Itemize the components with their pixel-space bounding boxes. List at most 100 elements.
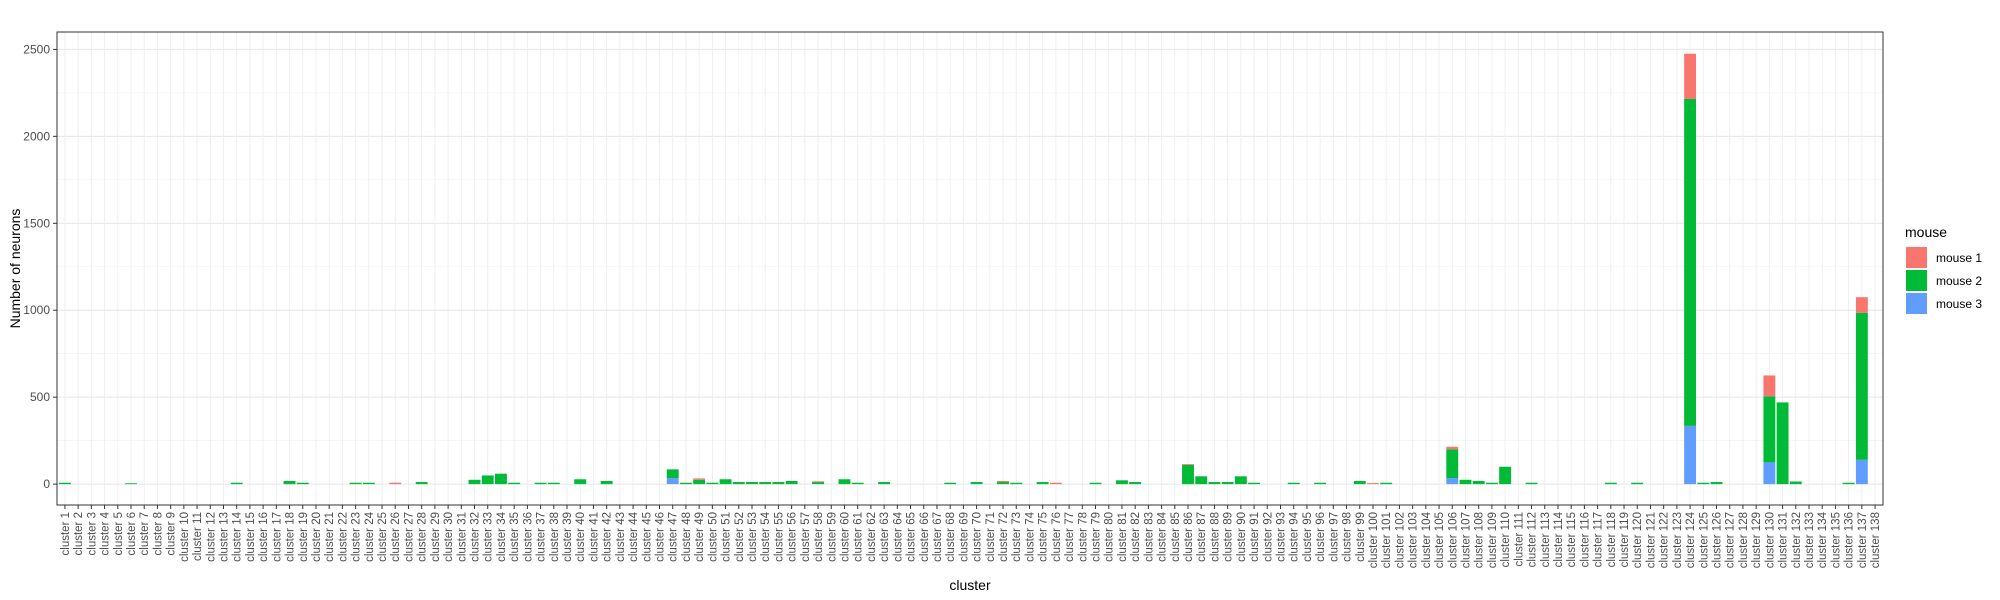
- x-tick-label: cluster 119: [1619, 512, 1631, 567]
- x-tick-label: cluster 16: [258, 512, 270, 562]
- x-tick-label: cluster 107: [1460, 512, 1472, 568]
- x-tick-label: cluster 104: [1421, 511, 1433, 568]
- x-tick-label: cluster 123: [1672, 512, 1684, 568]
- x-tick-label: cluster 89: [1223, 512, 1235, 562]
- bar-segment: [1763, 396, 1776, 463]
- bar-segment: [481, 475, 494, 485]
- bar-segment: [997, 481, 1009, 483]
- x-tick-label: cluster 74: [1024, 511, 1036, 561]
- x-tick-label: cluster 98: [1342, 512, 1354, 562]
- bar-segment: [1763, 375, 1776, 397]
- x-tick-label: cluster 73: [1011, 512, 1023, 562]
- x-tick-label: cluster 114: [1553, 511, 1565, 567]
- y-tick-label: 500: [30, 390, 50, 404]
- x-tick-label: cluster 95: [1302, 512, 1314, 562]
- bar-segment: [1604, 482, 1617, 485]
- x-tick-label: cluster 88: [1209, 512, 1221, 562]
- x-tick-label: cluster 125: [1698, 512, 1710, 568]
- y-tick-label: 2500: [23, 42, 50, 56]
- x-tick-label: cluster 131: [1778, 512, 1790, 568]
- bar-segment: [1049, 482, 1062, 485]
- bar-segment: [1710, 482, 1723, 485]
- bar-segment: [1789, 481, 1802, 485]
- x-tick-label: cluster 30: [443, 512, 455, 562]
- bar-segment: [666, 478, 679, 485]
- bar-segment: [851, 482, 864, 485]
- x-tick-label: cluster 65: [906, 512, 918, 562]
- x-tick-label: cluster 117: [1593, 512, 1605, 567]
- x-tick-label: cluster 87: [1196, 512, 1208, 562]
- bar-segment: [1499, 466, 1512, 485]
- x-tick-label: cluster 14: [232, 511, 244, 561]
- x-tick-label: cluster 138: [1870, 512, 1882, 568]
- bars: [58, 53, 1868, 485]
- x-tick-label: cluster 52: [734, 512, 746, 562]
- x-tick-label: cluster 121: [1645, 512, 1657, 568]
- bar-segment: [878, 482, 891, 485]
- x-tick-label: cluster 46: [655, 512, 667, 562]
- x-tick-label: cluster 93: [1275, 512, 1287, 562]
- bar-segment: [495, 473, 507, 485]
- bar-segment: [1485, 482, 1498, 485]
- bar-segment: [362, 482, 375, 485]
- bar-segment: [283, 481, 296, 485]
- x-tick-label: cluster 33: [483, 512, 495, 562]
- bar-segment: [812, 482, 824, 485]
- bar-segment: [125, 483, 137, 485]
- bar-segment: [1036, 482, 1049, 485]
- x-tick-label: cluster 77: [1064, 512, 1076, 562]
- x-tick-label: cluster 21: [324, 512, 336, 562]
- x-tick-label: cluster 108: [1474, 512, 1486, 568]
- x-tick-label: cluster 127: [1725, 512, 1737, 568]
- bar-segment: [1089, 482, 1102, 485]
- x-tick-label: cluster 1: [60, 512, 72, 555]
- y-tick-label: 2000: [23, 129, 50, 143]
- x-tick-label: cluster 102: [1394, 512, 1406, 568]
- bar-segment: [415, 482, 428, 485]
- bar-segment: [1182, 464, 1194, 466]
- y-axis: 0 500 1000 1500 2000 2500: [23, 42, 57, 491]
- bar-segment: [666, 469, 679, 479]
- x-tick-label: cluster 8: [152, 512, 164, 555]
- x-tick-label: cluster 109: [1487, 512, 1499, 568]
- bar-segment: [1855, 312, 1868, 460]
- x-tick-label: cluster 61: [853, 512, 865, 562]
- x-tick-label: cluster 101: [1381, 512, 1393, 568]
- x-tick-label: cluster 38: [549, 512, 561, 562]
- x-tick-label: cluster 116: [1579, 512, 1591, 567]
- bar-segment: [534, 482, 547, 485]
- x-tick-label: cluster 113: [1540, 512, 1552, 567]
- x-tick-label: cluster 12: [205, 512, 217, 562]
- x-axis: cluster 1 cluster 2 cluster 3 cluster 4 clus…: [60, 505, 1882, 568]
- bar-segment: [1380, 482, 1393, 485]
- x-tick-label: cluster 96: [1315, 512, 1327, 562]
- bar-segment: [693, 479, 706, 485]
- legend-label: mouse 3: [1936, 297, 1982, 311]
- bar-segment: [997, 482, 1009, 485]
- y-axis-title: Number of neurons: [7, 209, 23, 329]
- bar-segment: [468, 479, 481, 485]
- bar-segment: [1525, 482, 1538, 485]
- bar-segment: [547, 482, 560, 485]
- x-tick-label: cluster 86: [1183, 512, 1195, 562]
- x-tick-label: cluster 62: [866, 512, 878, 562]
- x-tick-label: cluster 67: [932, 512, 944, 562]
- y-tick-label: 0: [43, 477, 50, 491]
- x-tick-label: cluster 90: [1236, 512, 1248, 562]
- x-tick-label: cluster 72: [998, 512, 1010, 562]
- bar-segment: [1855, 459, 1868, 485]
- x-tick-label: cluster 137: [1857, 512, 1869, 568]
- x-tick-label: cluster 83: [1143, 512, 1155, 562]
- x-tick-label: cluster 118: [1606, 512, 1618, 567]
- x-tick-label: cluster 124: [1685, 511, 1697, 568]
- bar-segment: [759, 482, 772, 485]
- x-tick-label: cluster 27: [403, 512, 415, 562]
- legend: mouse mouse 1 mouse 2 mouse 3: [1905, 224, 1982, 314]
- y-tick-label: 1000: [23, 303, 50, 317]
- x-tick-label: cluster 82: [1130, 512, 1142, 562]
- x-tick-label: cluster 29: [430, 512, 442, 562]
- x-tick-label: cluster 10: [179, 512, 191, 562]
- x-tick-label: cluster 28: [417, 512, 429, 562]
- x-tick-label: cluster 57: [800, 512, 812, 562]
- bar-segment: [1314, 482, 1327, 485]
